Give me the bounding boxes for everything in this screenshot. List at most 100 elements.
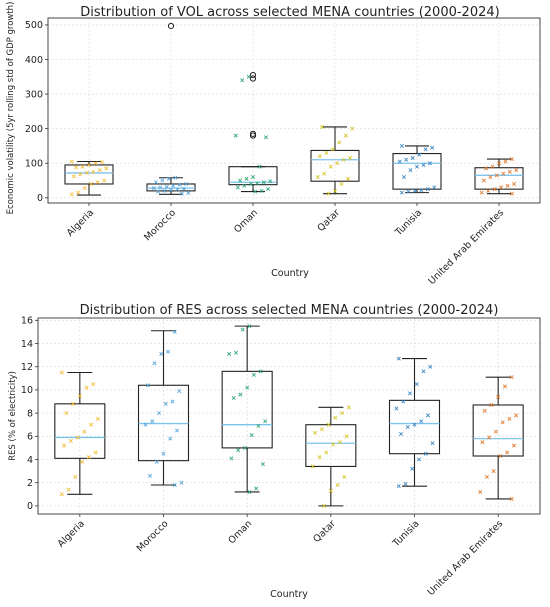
- data-point: [488, 175, 493, 180]
- y-axis-label: Economic volatility (5yr rolling std of …: [6, 2, 16, 215]
- data-point: [335, 482, 340, 488]
- data-point: [59, 492, 64, 497]
- data-point: [414, 164, 420, 169]
- data-point: [330, 147, 335, 152]
- data-point: [397, 159, 402, 164]
- data-point: [166, 176, 171, 181]
- y-tick-label: 100: [25, 159, 43, 170]
- data-point: [84, 385, 89, 390]
- data-point: [343, 133, 348, 138]
- x-tick-label: Tunisia: [393, 207, 424, 238]
- data-point: [394, 406, 399, 411]
- data-point: [509, 496, 514, 501]
- box-iqr: [392, 153, 442, 190]
- data-point: [496, 394, 501, 399]
- data-point: [502, 384, 507, 389]
- data-point: [95, 416, 100, 421]
- data-point: [168, 436, 173, 441]
- data-point: [93, 161, 98, 166]
- data-point: [263, 419, 268, 424]
- data-point: [425, 187, 430, 192]
- data-point: [254, 486, 259, 491]
- data-point: [91, 169, 96, 174]
- data-point: [505, 450, 510, 455]
- data-point: [344, 434, 349, 439]
- box-iqr: [305, 424, 357, 467]
- data-point: [328, 488, 333, 493]
- box-qatar: [305, 405, 357, 508]
- data-point: [486, 188, 491, 193]
- data-point: [430, 145, 435, 150]
- data-point: [423, 147, 428, 152]
- box-qatar: [310, 124, 360, 196]
- data-point: [482, 408, 487, 413]
- data-point: [417, 152, 422, 157]
- data-point: [99, 160, 104, 165]
- data-point: [423, 451, 428, 456]
- data-point: [490, 164, 495, 169]
- data-point: [505, 183, 510, 188]
- data-point: [77, 393, 82, 398]
- data-point: [171, 183, 176, 188]
- data-point: [263, 135, 268, 140]
- data-point: [147, 473, 153, 478]
- data-point: [333, 415, 338, 420]
- y-tick-label: 4: [27, 455, 33, 466]
- data-point: [62, 443, 67, 448]
- data-point: [511, 443, 516, 448]
- data-point: [86, 162, 92, 167]
- data-point: [71, 174, 76, 179]
- data-point: [261, 180, 266, 185]
- box-united-arab-emirates: [474, 157, 524, 196]
- data-point: [242, 183, 247, 188]
- data-point: [163, 401, 168, 406]
- box-iqr: [310, 149, 360, 182]
- box-morocco: [146, 22, 196, 196]
- data-point: [227, 351, 232, 356]
- data-point: [317, 455, 322, 460]
- data-point: [491, 469, 496, 474]
- data-point: [427, 161, 432, 166]
- data-point: [247, 489, 252, 494]
- data-point: [322, 171, 327, 176]
- box-iqr: [228, 166, 278, 186]
- data-point: [257, 164, 262, 169]
- data-point: [499, 185, 504, 190]
- data-point: [251, 372, 256, 377]
- data-point: [487, 435, 492, 440]
- data-point: [80, 164, 85, 169]
- data-point: [341, 157, 346, 162]
- data-point: [337, 140, 342, 145]
- data-point: [66, 487, 71, 492]
- data-point: [421, 162, 426, 167]
- data-point: [160, 178, 165, 183]
- data-point: [396, 484, 401, 489]
- plot-frame: [47, 17, 541, 204]
- plot-frame: [37, 317, 541, 515]
- data-point: [84, 170, 89, 175]
- data-point: [247, 324, 252, 329]
- data-point: [335, 161, 340, 166]
- data-point: [97, 168, 102, 173]
- y-tick-label: 500: [25, 20, 43, 31]
- data-point: [69, 159, 74, 164]
- data-point: [78, 172, 83, 177]
- data-point: [405, 424, 410, 430]
- data-point: [514, 413, 519, 418]
- data-point: [73, 474, 78, 479]
- data-point: [151, 186, 156, 191]
- data-point: [102, 178, 107, 183]
- data-point: [256, 423, 261, 428]
- data-point: [173, 175, 178, 180]
- box-iqr: [388, 399, 441, 455]
- data-point: [236, 448, 241, 453]
- data-point: [86, 455, 91, 460]
- box-tunisia: [392, 143, 442, 195]
- data-point: [416, 457, 422, 462]
- box-algeria: [54, 370, 106, 497]
- data-point: [332, 188, 338, 193]
- data-point: [432, 185, 437, 190]
- data-point: [479, 190, 484, 195]
- data-point: [509, 157, 514, 162]
